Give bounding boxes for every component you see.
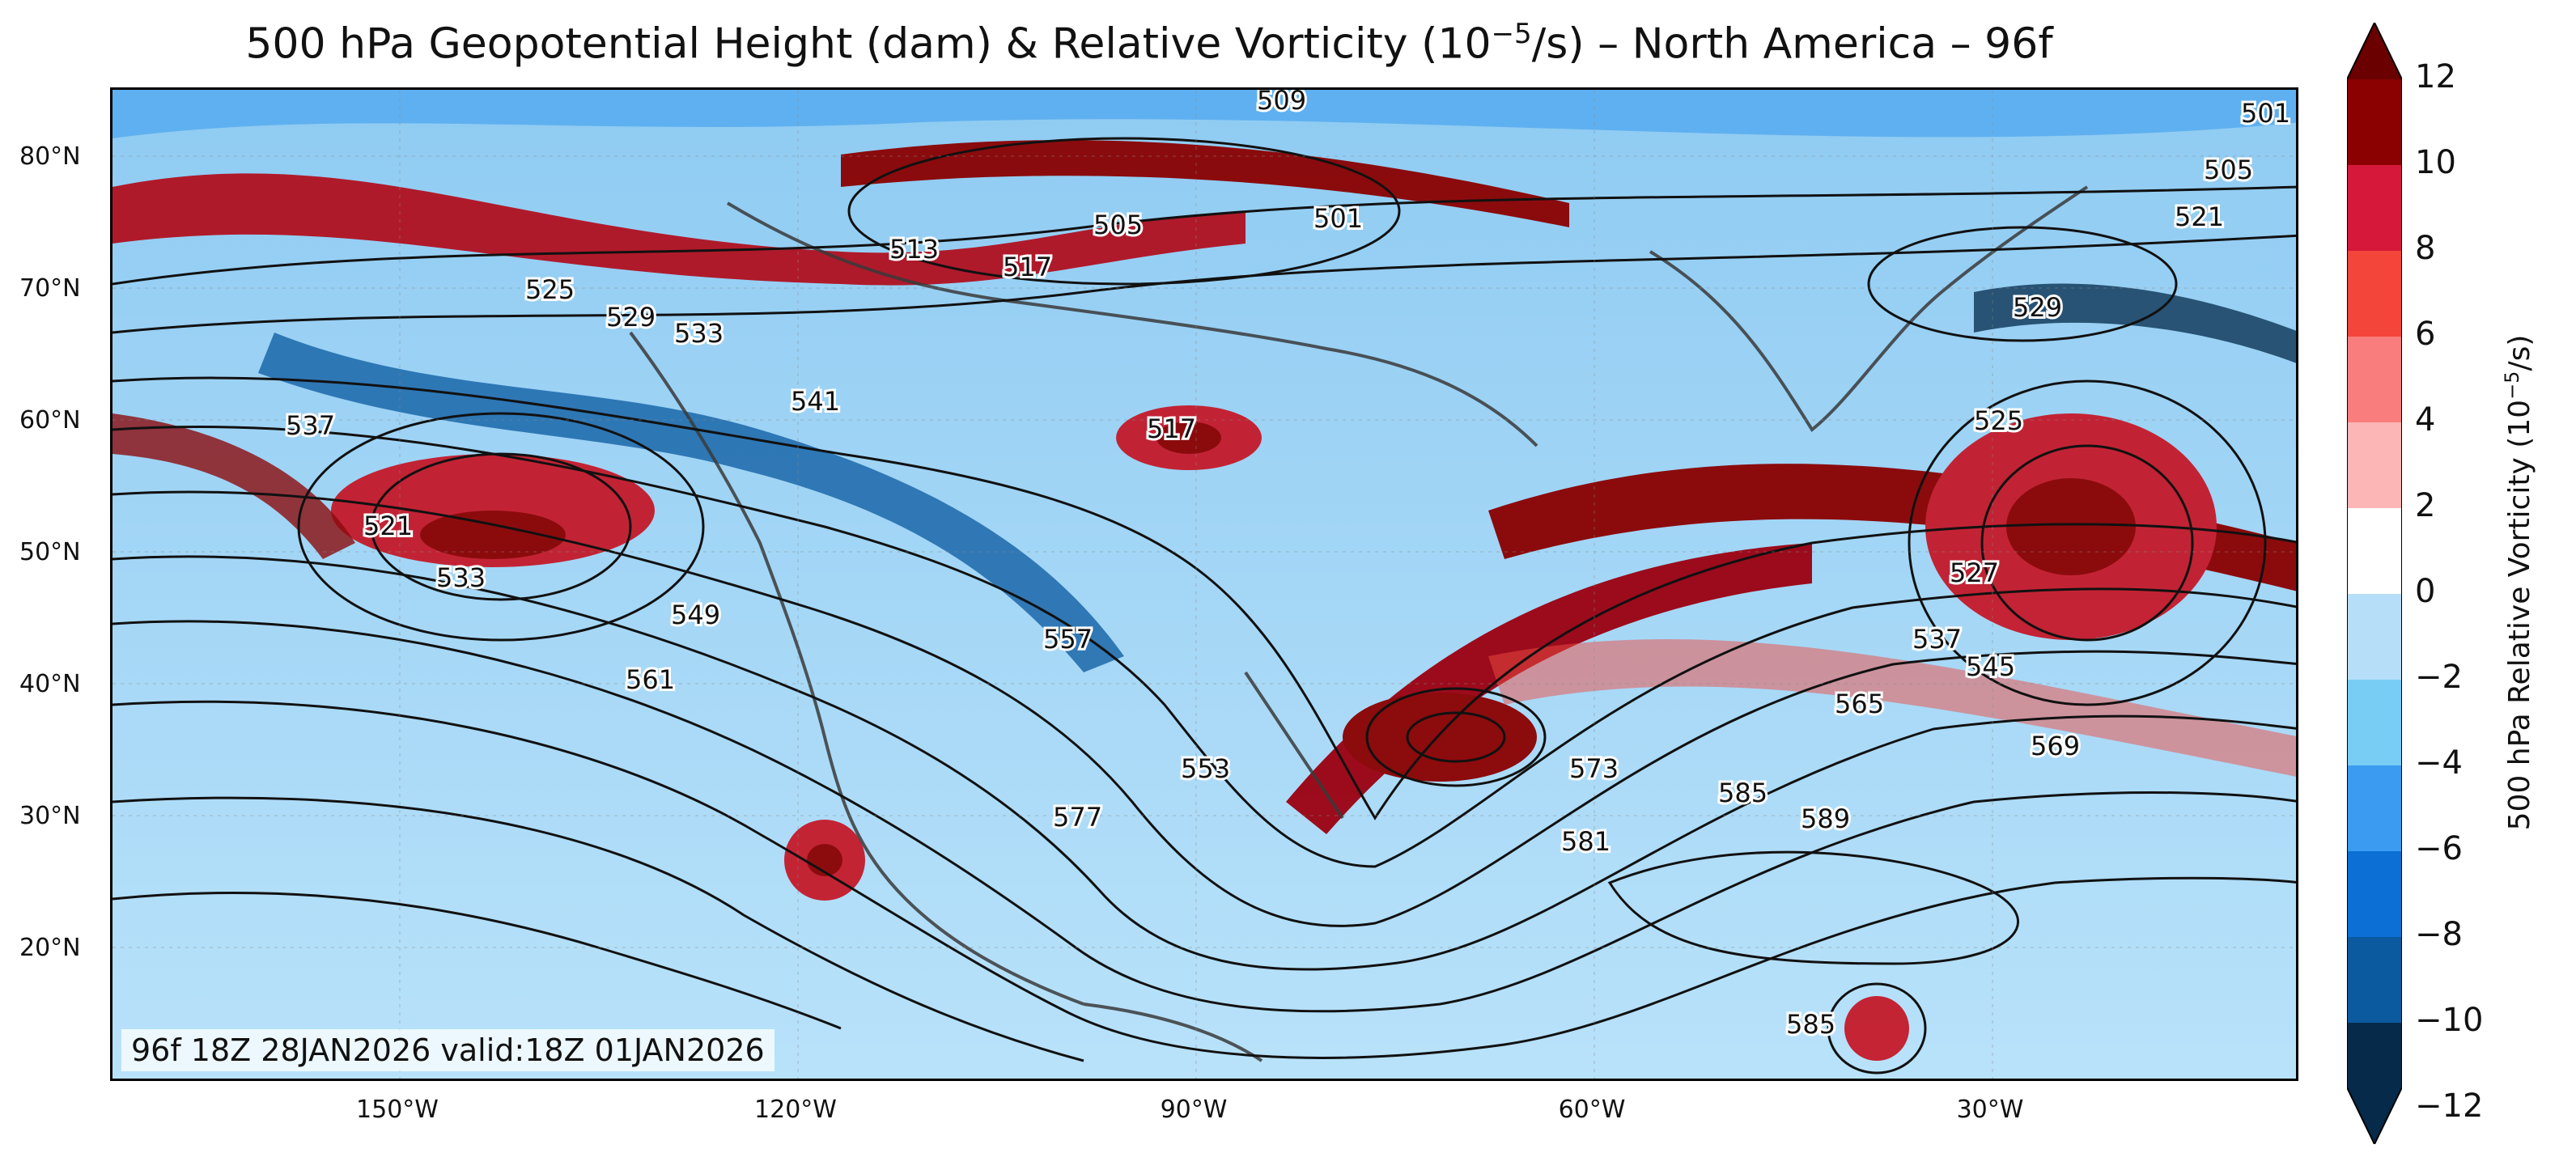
vorticity-map: 509 501 505 521 505 501 513 517 525 529 … [110, 87, 2298, 1081]
colorbar-tick: 4 [2415, 401, 2436, 439]
contour-label: 549 [671, 600, 720, 630]
contour-label: 537 [286, 410, 335, 441]
lat-label: 30°N [19, 802, 81, 830]
colorbar-segment [2347, 508, 2402, 594]
colorbar [2347, 23, 2402, 1144]
lat-label: 70°N [19, 274, 81, 303]
colorbar-tick: −10 [2415, 1002, 2484, 1039]
colorbar-tick: −12 [2415, 1087, 2484, 1125]
colorbar-segment [2347, 594, 2402, 680]
colorbar-segment [2347, 251, 2402, 337]
contour-label: 501 [1313, 203, 1363, 234]
height-contours [112, 137, 2296, 1075]
colorbar-segment [2347, 937, 2402, 1023]
contour-label: 581 [1561, 826, 1611, 857]
colorbar-tick: 6 [2415, 316, 2436, 353]
lat-label: 60°N [19, 406, 81, 435]
colorbar-segment [2347, 165, 2402, 251]
contour-label: 517 [1147, 413, 1196, 444]
contour-label: 573 [1569, 753, 1619, 784]
colorbar-segment [2347, 851, 2402, 937]
contour-label: 505 [1093, 210, 1143, 240]
contour-label: 527 [1950, 557, 1999, 588]
contour-label: 561 [626, 664, 675, 695]
colorbar-tick: −6 [2415, 830, 2463, 867]
contour-label: 525 [1974, 405, 2023, 436]
valid-time-label: 96f 18Z 28JAN2026 valid:18Z 01JAN2026 [121, 1029, 774, 1071]
lat-label: 80°N [19, 142, 81, 171]
contour-label: 521 [2175, 201, 2224, 232]
map-field: 509 501 505 521 505 501 513 517 525 529 … [112, 90, 2296, 1079]
lon-label: 120°W [754, 1096, 837, 1124]
colorbar-tick: 12 [2415, 58, 2456, 95]
contour-label: 545 [1966, 651, 2015, 682]
contour-label: 529 [2013, 292, 2062, 323]
contour-label: 501 [2241, 98, 2290, 129]
contour-labels: 509 501 505 521 505 501 513 517 525 529 … [283, 90, 2293, 1042]
lat-label: 40°N [19, 670, 81, 698]
contour-label: 565 [1835, 689, 1884, 719]
contour-label: 585 [1718, 778, 1768, 808]
contour-label: 553 [1181, 753, 1230, 784]
vorticity-field [112, 90, 2296, 1061]
colorbar-bottom-extension [2347, 1087, 2402, 1144]
colorbar-segment [2347, 337, 2402, 422]
colorbar-segment [2347, 680, 2402, 765]
contour-label: 557 [1043, 624, 1093, 655]
contour-label: 589 [1801, 803, 1850, 834]
colorbar-tick: 2 [2415, 487, 2436, 524]
colorbar-tick: −8 [2415, 916, 2463, 953]
contour-label: 505 [2204, 155, 2253, 185]
coastlines [629, 185, 2089, 1062]
lat-label: 20°N [19, 934, 81, 962]
lon-label: 60°W [1558, 1096, 1626, 1124]
colorbar-tick: −2 [2415, 659, 2463, 696]
colorbar-tick: 10 [2415, 144, 2456, 181]
colorbar-segment [2347, 79, 2402, 165]
contour-label: 577 [1053, 802, 1102, 833]
graticule [112, 90, 2296, 1079]
colorbar-segment [2347, 765, 2402, 851]
contour-label: 509 [1257, 90, 1306, 116]
colorbar-tick: −4 [2415, 744, 2463, 782]
contour-label: 517 [1003, 252, 1052, 282]
contour-label: 529 [606, 302, 656, 333]
colorbar-label: 500 hPa Relative Vorticity (10−5/s) [2501, 334, 2536, 831]
colorbar-tick: 0 [2415, 573, 2436, 610]
contour-label: 585 [1786, 1009, 1835, 1040]
contour-label: 569 [2031, 731, 2080, 761]
lon-label: 150°W [356, 1096, 439, 1124]
contour-label: 533 [674, 318, 724, 349]
lat-label: 50°N [19, 538, 81, 566]
map-title: 500 hPa Geopotential Height (dam) & Rela… [245, 18, 2053, 69]
colorbar-segment [2347, 422, 2402, 508]
lon-label: 90°W [1160, 1096, 1228, 1124]
colorbar-segment [2347, 1023, 2402, 1087]
contour-label: 525 [525, 274, 575, 305]
contour-label: 541 [791, 386, 840, 417]
colorbar-top-extension [2347, 23, 2402, 79]
colorbar-tick: 8 [2415, 230, 2436, 267]
contour-label: 521 [363, 511, 413, 541]
contour-label: 537 [1912, 624, 1962, 655]
lon-label: 30°W [1956, 1096, 2024, 1124]
contour-label: 533 [436, 562, 486, 593]
contour-label: 513 [889, 234, 939, 265]
